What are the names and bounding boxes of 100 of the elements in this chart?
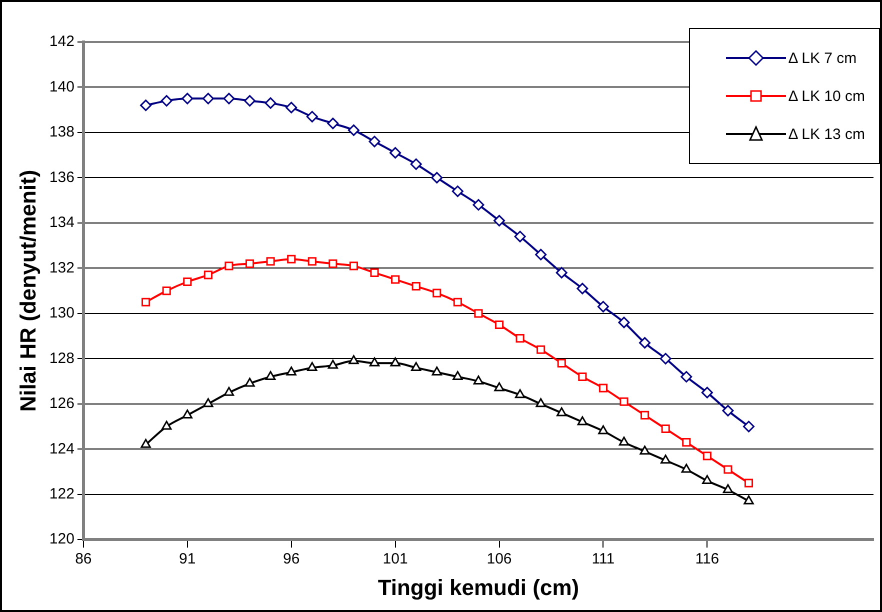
point — [390, 147, 402, 159]
point — [369, 357, 380, 366]
point — [743, 420, 754, 432]
point — [701, 386, 713, 398]
point — [620, 397, 628, 406]
x-axis-title: Tinggi kemudi (cm) — [378, 574, 580, 600]
point — [349, 262, 358, 270]
point — [474, 309, 483, 318]
x-tick-label: 101 — [382, 550, 408, 568]
point — [722, 484, 734, 494]
point — [536, 398, 546, 408]
point — [391, 275, 400, 284]
x-tick-label: 111 — [592, 550, 615, 568]
y-tick-label: 134 — [49, 214, 74, 232]
point — [660, 352, 672, 364]
x-tick-label: 86 — [75, 550, 92, 568]
point — [494, 382, 504, 392]
y-tick-label: 124 — [49, 440, 74, 458]
point — [516, 334, 524, 343]
x-tick-label: 91 — [179, 550, 196, 568]
point — [244, 378, 255, 387]
point — [327, 118, 339, 130]
point — [618, 436, 630, 446]
point — [412, 282, 420, 291]
point — [307, 362, 318, 371]
point — [410, 158, 422, 170]
point — [557, 358, 566, 368]
y-tick-label: 132 — [49, 259, 74, 276]
point — [182, 92, 194, 104]
point — [182, 409, 192, 418]
point — [348, 124, 360, 136]
point — [348, 355, 359, 364]
point — [140, 438, 151, 448]
y-axis-title: Nilai HR (denyut/menit) — [15, 170, 40, 412]
point — [370, 268, 379, 277]
point — [556, 407, 567, 416]
point — [494, 214, 506, 226]
point — [204, 270, 212, 280]
point — [452, 186, 464, 198]
point — [494, 320, 504, 330]
point — [287, 254, 296, 264]
point — [432, 366, 442, 376]
x-tick-label: 116 — [695, 550, 720, 568]
y-tick-label: 142 — [49, 33, 74, 50]
point — [203, 398, 214, 408]
point — [514, 230, 526, 242]
point — [682, 438, 691, 447]
point — [224, 262, 234, 270]
point — [556, 266, 568, 278]
point — [162, 420, 172, 430]
point — [744, 478, 754, 488]
point — [681, 464, 692, 473]
point — [142, 298, 150, 306]
point — [744, 495, 754, 504]
point — [472, 199, 484, 211]
point — [640, 410, 650, 420]
y-tick-label: 140 — [49, 78, 74, 96]
x-tick-label: 96 — [282, 550, 300, 568]
point — [244, 95, 256, 107]
y-tick-label: 128 — [49, 350, 74, 367]
point — [223, 92, 235, 104]
point — [724, 465, 732, 474]
point — [514, 389, 526, 398]
point — [639, 337, 651, 349]
point — [432, 288, 442, 298]
point — [162, 286, 171, 296]
point — [618, 316, 630, 328]
point — [597, 300, 609, 312]
point — [453, 298, 462, 306]
y-tick-label: 122 — [49, 486, 74, 503]
point — [660, 454, 671, 464]
point — [224, 386, 234, 396]
point — [411, 362, 422, 371]
point — [452, 371, 463, 380]
point — [390, 357, 400, 366]
point — [577, 416, 588, 426]
point — [286, 366, 296, 376]
y-tick-label: 138 — [49, 124, 74, 141]
y-tick-label: 130 — [49, 304, 74, 322]
point — [702, 452, 712, 460]
point — [598, 384, 608, 392]
point — [598, 425, 608, 434]
point — [286, 102, 298, 114]
point — [640, 446, 650, 455]
point — [264, 97, 276, 109]
point — [140, 100, 152, 112]
y-tick-label: 126 — [49, 395, 74, 412]
y-tick-label: 136 — [49, 168, 74, 186]
point — [535, 248, 547, 260]
point — [661, 424, 670, 434]
point — [183, 277, 192, 286]
point — [578, 372, 587, 382]
point — [722, 404, 734, 416]
x-tick-label: 106 — [486, 550, 512, 568]
point — [431, 172, 443, 184]
point — [160, 95, 172, 107]
point — [202, 92, 214, 104]
legend-label: Δ LK 7 cm — [788, 50, 857, 66]
point — [576, 282, 588, 294]
point — [266, 257, 275, 266]
